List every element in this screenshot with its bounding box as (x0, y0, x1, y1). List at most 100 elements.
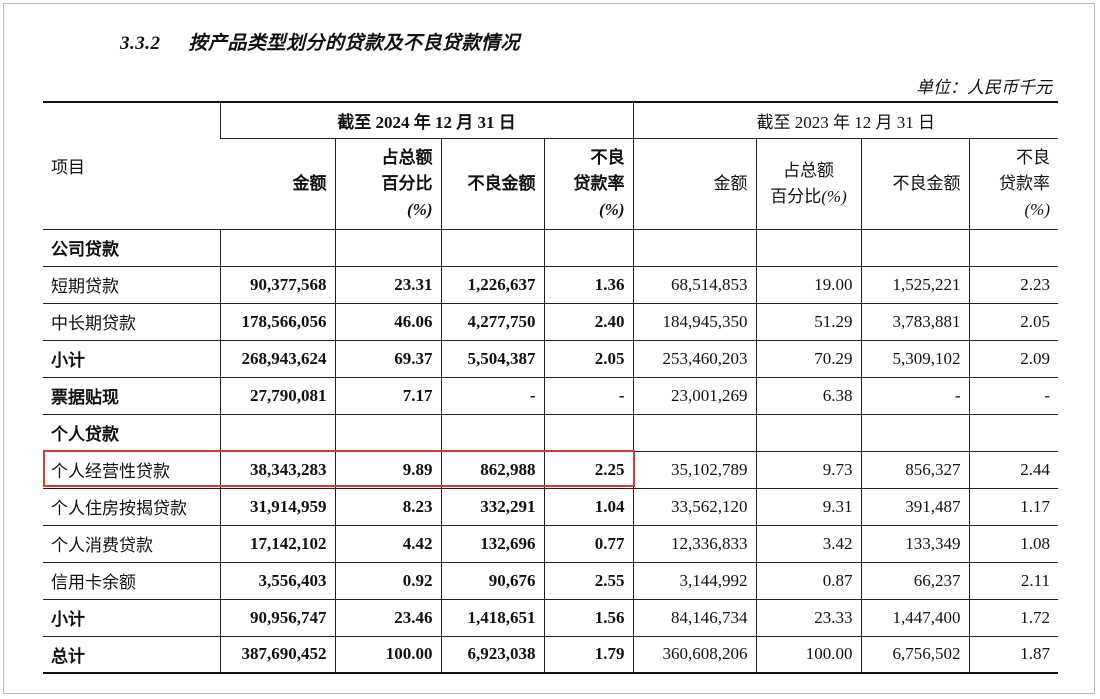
col-2024-npl-rate-line1: 不良 (590, 147, 625, 167)
table-cell (334, 228, 441, 267)
table-row: 短期贷款 90,377,568 23.31 1,226,637 1.36 68,514,8… (43, 265, 1058, 304)
table-cell (440, 228, 544, 267)
table-cell: 1.08 (968, 524, 1058, 563)
col-2024-share-line1: 占总额 (381, 147, 433, 167)
table-cell: 2.11 (968, 561, 1058, 600)
table-cell: 2.05 (543, 339, 633, 378)
table-cell (968, 413, 1058, 452)
table-cell: 3.42 (755, 524, 861, 563)
table-cell: 90,377,568 (219, 265, 335, 304)
table-cell: 2.05 (968, 302, 1058, 341)
period-2023-header: 截至 2023 年 12 月 31 日 (632, 101, 1058, 139)
table-cell (968, 228, 1058, 267)
table-cell: 31,914,959 (219, 487, 335, 526)
row-label: 票据贴现 (43, 376, 220, 415)
table-row: 小计 268,943,624 69.37 5,504,387 2.05 253,460,2… (43, 339, 1058, 378)
table-row: 个人住房按揭贷款 31,914,959 8.23 332,291 1.04 33,562,… (43, 487, 1058, 526)
table-cell: 2.55 (543, 561, 633, 600)
table-cell: 17,142,102 (219, 524, 335, 563)
col-2024-share: 占总额百分比 (%) (334, 137, 441, 230)
section-number: 3.3.2 (120, 33, 161, 54)
table-cell: 66,237 (860, 561, 969, 600)
table-cell: 1.87 (968, 635, 1058, 674)
table-cell: 1.17 (968, 487, 1058, 526)
row-label: 个人经营性贷款 (43, 450, 220, 489)
table-cell: 9.73 (755, 450, 861, 489)
table-row: 小计 90,956,747 23.46 1,418,651 1.56 84,146,734… (43, 598, 1058, 637)
table-cell: 35,102,789 (632, 450, 756, 489)
table-cell: 5,309,102 (860, 339, 969, 378)
row-label: 短期贷款 (43, 265, 220, 304)
table-cell: 68,514,853 (632, 265, 756, 304)
table-cell: 9.89 (334, 450, 441, 489)
table-cell: 132,696 (440, 524, 544, 563)
table-cell: 2.09 (968, 339, 1058, 378)
table-cell: 1,447,400 (860, 598, 969, 637)
table-cell: 70.29 (755, 339, 861, 378)
col-2023-share: 占总额 百分比(%) (755, 137, 861, 230)
table-cell: 51.29 (755, 302, 861, 341)
table-cell: 5,504,387 (440, 339, 544, 378)
table-cell (219, 228, 335, 267)
table-row: 个人消费贷款 17,142,102 4.42 132,696 0.77 12,336,83… (43, 524, 1058, 563)
section-row: 公司贷款 (43, 228, 1058, 267)
table-cell: 1.56 (543, 598, 633, 637)
table-cell (632, 413, 756, 452)
col-2024-npl-rate-line2: 贷款率 (573, 173, 625, 193)
table-cell: 2.40 (543, 302, 633, 341)
table-body: 公司贷款 短期贷款 90,377,568 23.31 1,226,637 1.36 68,5… (43, 228, 1058, 674)
loan-npl-table: 项目 截至 2024 年 12 月 31 日 截至 2023 年 12 月 31… (43, 101, 1058, 674)
table-cell (440, 413, 544, 452)
table-cell: 332,291 (440, 487, 544, 526)
table-cell: 12,336,833 (632, 524, 756, 563)
table-cell: 6.38 (755, 376, 861, 415)
table-cell: 8.23 (334, 487, 441, 526)
table-cell: 1,525,221 (860, 265, 969, 304)
table-cell: 9.31 (755, 487, 861, 526)
table-cell: - (543, 376, 633, 415)
table-cell: 23.33 (755, 598, 861, 637)
col-2023-share-line2: 百分比 (770, 186, 822, 206)
table-cell: 268,943,624 (219, 339, 335, 378)
unit-note: 单位：人民币千元 (916, 78, 1052, 97)
table-cell: 4,277,750 (440, 302, 544, 341)
table-cell (543, 228, 633, 267)
table-cell: 46.06 (334, 302, 441, 341)
row-label: 个人住房按揭贷款 (43, 487, 220, 526)
table-cell: 23.31 (334, 265, 441, 304)
table-cell: 90,676 (440, 561, 544, 600)
table-cell: 23,001,269 (632, 376, 756, 415)
row-label: 个人贷款 (43, 413, 220, 452)
col-2024-share-line3: (%) (407, 199, 433, 219)
table-cell: 0.77 (543, 524, 633, 563)
col-2024-npl-rate-line3: (%) (599, 199, 625, 219)
table-cell: 33,562,120 (632, 487, 756, 526)
col-2023-npl-rate-line1: 不良 (1016, 147, 1050, 167)
table-cell: 862,988 (440, 450, 544, 489)
col-2024-npl-rate: 不良贷款率 (%) (543, 137, 633, 230)
table-cell: 1,226,637 (440, 265, 544, 304)
table-cell: - (968, 376, 1058, 415)
table-cell: 3,556,403 (219, 561, 335, 600)
table-cell: 90,956,747 (219, 598, 335, 637)
table-cell: 19.00 (755, 265, 861, 304)
table-cell: 100.00 (755, 635, 861, 674)
table-cell: 856,327 (860, 450, 969, 489)
row-label: 公司贷款 (43, 228, 220, 267)
table-cell: 1.72 (968, 598, 1058, 637)
row-label: 总计 (43, 635, 220, 674)
row-label: 中长期贷款 (43, 302, 220, 341)
row-label: 信用卡余额 (43, 561, 220, 600)
section-title: 按产品类型划分的贷款及不良贷款情况 (188, 33, 521, 54)
col-2023-npl-amount: 不良金额 (860, 137, 969, 230)
table-cell: 184,945,350 (632, 302, 756, 341)
table-cell: - (440, 376, 544, 415)
table-cell: 1.79 (543, 635, 633, 674)
header-row-periods: 项目 截至 2024 年 12 月 31 日 截至 2023 年 12 月 31… (43, 101, 1058, 230)
table-cell: 387,690,452 (219, 635, 335, 674)
col-2023-npl-rate-line3: (%) (1024, 199, 1050, 219)
table-row: 中长期贷款 178,566,056 46.06 4,277,750 2.40 184,94… (43, 302, 1058, 341)
col-2024-share-line2: 百分比 (381, 173, 433, 193)
table-row: 总计 387,690,452 100.00 6,923,038 1.79 360,608,… (43, 635, 1058, 674)
table-cell: 3,144,992 (632, 561, 756, 600)
